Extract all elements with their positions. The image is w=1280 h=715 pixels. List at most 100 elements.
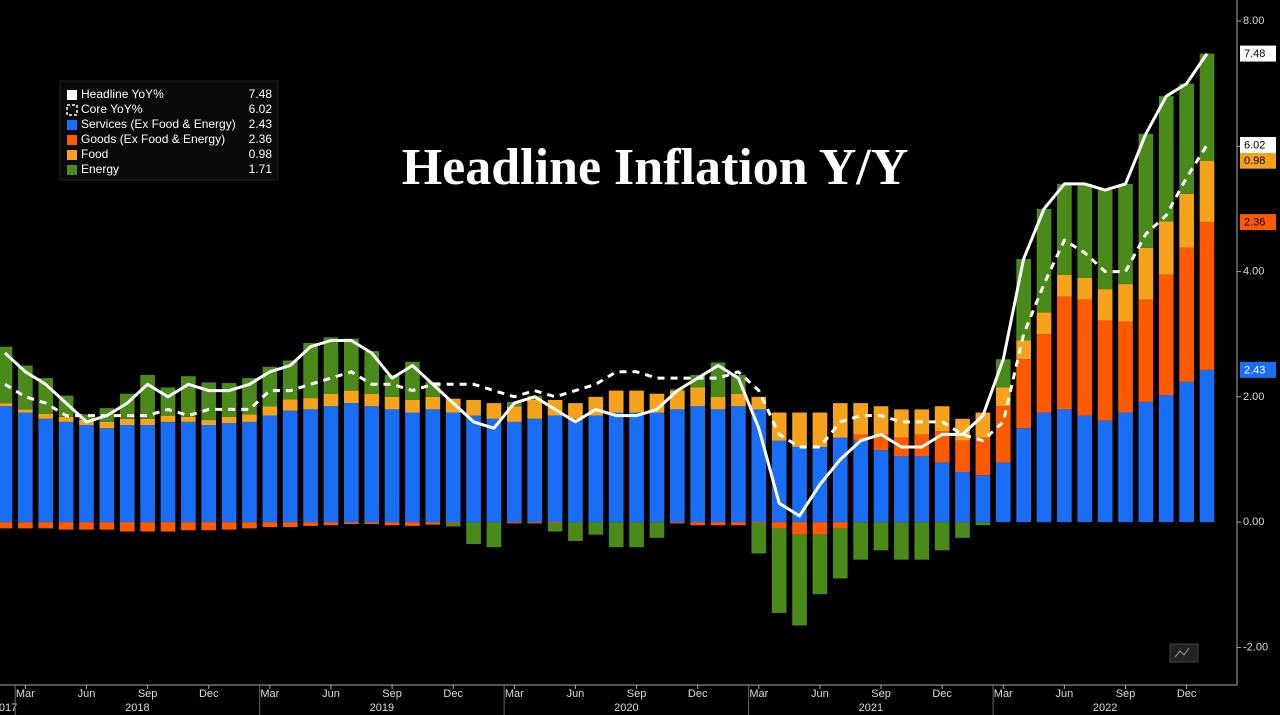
bar-segment [466,415,481,523]
bar-segment [710,522,726,526]
x-tick-label: Dec [932,688,952,700]
bar-segment [0,403,13,407]
bar-segment [242,421,257,523]
legend-value: 2.36 [249,132,273,146]
x-tick-label: Jun [567,688,585,700]
bar-segment [649,412,665,523]
bar-segment [384,396,400,410]
bar-segment [445,522,461,524]
bar-segment [853,434,868,441]
bar-segment [975,522,991,526]
bar-segment [466,522,481,545]
bar-segment [344,338,359,391]
bar-segment [99,428,115,523]
bar-segment [1138,133,1154,248]
bar-segment [1097,289,1113,321]
bar-segment [445,523,461,527]
bar-segment [323,406,339,523]
y-tick-label: 0.00 [1243,516,1264,528]
legend-value: 1.71 [249,162,273,176]
x-tick-label: Sep [382,688,402,700]
bar-segment [242,414,257,422]
bar-segment [405,412,420,523]
x-tick-label: Mar [749,688,768,700]
bar-segment [1077,183,1093,278]
bar-segment [119,425,135,523]
bar-segment [323,337,339,394]
x-tick-label: Sep [138,688,158,700]
year-label: 2022 [1093,702,1117,714]
bar-segment [221,416,237,424]
bar-segment [1158,221,1174,275]
bar-segment [1138,299,1154,402]
bar-segment [1118,183,1133,285]
legend-value: 2.43 [249,117,273,131]
end-label: 7.48 [1244,48,1265,60]
x-tick-label: Mar [260,688,279,700]
bar-segment [731,406,746,523]
bar-segment [221,423,237,523]
end-label: 2.43 [1244,364,1265,376]
bar-segment [812,412,828,447]
bar-segment [99,522,115,530]
bar-segment [486,403,502,419]
bar-segment [262,415,278,523]
legend-swatch [67,90,77,100]
bar-segment [344,390,359,404]
bar-segment [262,406,278,416]
bar-segment [364,522,380,525]
bar-segment [894,522,909,560]
bar-segment [751,523,767,554]
bar-segment [79,414,94,421]
bar-segment [79,425,94,523]
bar-segment [1199,222,1215,370]
bar-segment [1057,274,1072,297]
bar-segment [160,522,176,532]
bar-segment [262,522,278,528]
bar-segment [18,412,33,523]
bar-segment [140,374,155,419]
legend-swatch [67,165,77,175]
bar-segment [181,522,196,531]
bar-segment [669,409,685,523]
bar-segment [873,406,889,435]
bar-segment [0,406,13,523]
x-tick-label: Mar [505,688,524,700]
bar-segment [771,440,787,523]
end-label-box [1240,137,1276,154]
bar-segment [934,406,950,432]
bar-segment [344,403,359,523]
bar-segment [1036,412,1052,523]
bar-segment [751,522,767,524]
chart-icon[interactable] [1169,643,1199,663]
y-tick-label: 4.00 [1243,265,1264,277]
bar-segment [1077,277,1093,300]
y-tick-label: 2.00 [1243,391,1264,403]
bar-segment [181,376,196,417]
bar-segment [934,431,950,463]
bar-segment [262,366,278,407]
chart-title: Headline Inflation Y/Y [402,139,909,196]
year-label: 2019 [370,702,394,714]
bar-segment [1057,296,1072,410]
legend-label: Headline YoY% [81,87,164,101]
bar-segment [140,418,155,426]
bar-segment [181,421,196,523]
bar-segment [506,406,522,422]
bar-segment [853,522,868,560]
x-tick-label: Dec [688,688,708,700]
bar-segment [832,522,848,529]
bar-segment [282,399,298,411]
bar-segment [1179,83,1194,194]
bar-segment [1118,284,1133,322]
bar-segment [303,409,318,523]
x-tick-label: Mar [994,688,1013,700]
end-label: 6.02 [1244,139,1265,151]
bar-segment [771,528,787,613]
bar-segment [731,522,746,526]
bar-segment [669,522,685,524]
bar-segment [995,462,1011,523]
legend-value: 6.02 [249,102,273,116]
x-tick-label: Jun [322,688,340,700]
